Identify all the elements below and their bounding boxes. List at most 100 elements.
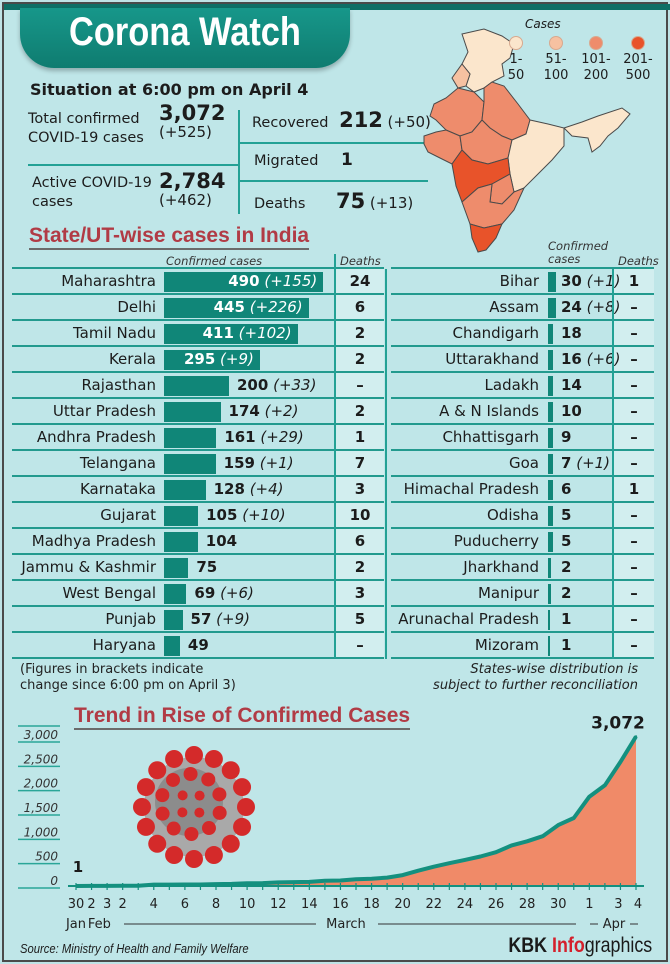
cases-change: (+2) xyxy=(264,402,299,420)
active-label-line1: Active COVID-19 xyxy=(32,175,152,191)
state-name: Jammu & Kashmir xyxy=(21,558,156,576)
cases-value: 490 (+155) xyxy=(228,272,317,290)
cases-bar xyxy=(548,610,550,630)
data-point xyxy=(525,840,529,843)
cases-value: 159 (+1) xyxy=(224,454,294,472)
table-row: Puducherry 5 – xyxy=(391,529,654,555)
cases-count: 5 xyxy=(561,506,572,524)
deaths-column-shade xyxy=(614,269,654,657)
month-label: Apr xyxy=(603,917,626,932)
state-table-left: Maharashtra 490 (+155) 24 Delhi 445 (+226) 6 T… xyxy=(12,267,384,659)
data-point xyxy=(557,823,560,827)
table-row: Uttar Pradesh 174 (+2) 2 xyxy=(12,399,384,425)
cases-count: 9 xyxy=(561,428,572,446)
virus-spike xyxy=(221,834,240,853)
map-legend-item: 51- 100 xyxy=(535,36,577,84)
cases-count: 2 xyxy=(561,584,572,602)
x-tick-label: 16 xyxy=(332,897,349,912)
virus-spike xyxy=(233,778,252,797)
total-value: 3,072 xyxy=(159,101,226,125)
month-label: Jan xyxy=(65,917,86,932)
data-point xyxy=(261,881,264,885)
left-confirmed-header: Confirmed cases xyxy=(166,254,263,268)
state-name: Maharashtra xyxy=(61,272,156,290)
table-row: Mizoram 1 – xyxy=(391,633,654,659)
cases-bar xyxy=(164,350,260,370)
virus-spikes xyxy=(133,746,255,868)
cases-value: 445 (+226) xyxy=(214,298,303,316)
data-point xyxy=(121,884,124,887)
data-point xyxy=(183,883,187,886)
state-name: Karnataka xyxy=(79,480,156,498)
data-point xyxy=(370,877,373,880)
cases-value: 174 (+2) xyxy=(229,402,299,420)
table-row: Maharashtra 490 (+155) 24 xyxy=(12,269,384,295)
cases-change: (+4) xyxy=(249,480,284,498)
virus-spike xyxy=(166,821,181,836)
data-point xyxy=(494,851,498,854)
state-name: Mizoram xyxy=(474,636,539,654)
brand-graphics: graphics xyxy=(584,934,652,957)
source-note: Source: Ministry of Health and Family We… xyxy=(20,942,249,956)
cases-bar xyxy=(164,376,229,396)
virus-spike xyxy=(221,761,240,780)
x-tick-label: 3 xyxy=(103,897,111,912)
data-point xyxy=(603,784,607,787)
state-section-title: State/UT-wise cases in India xyxy=(29,224,310,250)
cases-value: 7 (+1) xyxy=(561,454,610,472)
cases-value: 128 (+4) xyxy=(214,480,284,498)
cases-bar xyxy=(164,428,217,448)
deaths-value: 7 xyxy=(354,454,366,472)
table-row: Delhi 445 (+226) 6 xyxy=(12,295,384,321)
deaths-value: – xyxy=(630,532,638,550)
map-region-northeast xyxy=(563,107,631,153)
data-point xyxy=(199,883,202,886)
map-legend-item: 201- 500 xyxy=(617,36,659,84)
recovered-label: Recovered xyxy=(252,115,329,131)
legend-swatch xyxy=(589,36,603,50)
cases-bar xyxy=(164,454,216,474)
data-point xyxy=(417,869,420,872)
table-row: Karnataka 128 (+4) 3 xyxy=(12,477,384,503)
x-tick-label: 30 xyxy=(68,897,85,912)
data-point xyxy=(137,884,140,887)
active-cases-value: 2,784 (+462) xyxy=(159,169,226,210)
active-value: 2,784 xyxy=(159,169,226,193)
cases-count: 24 xyxy=(561,298,582,316)
data-point xyxy=(354,878,358,881)
data-point xyxy=(448,862,451,865)
cases-count: 104 xyxy=(205,532,238,550)
cases-bar xyxy=(548,350,553,370)
x-tick-label: 10 xyxy=(239,897,256,912)
table-row: A & N Islands 10 – xyxy=(391,399,654,425)
total-confirmed-value: 3,072 (+525) xyxy=(159,101,226,142)
reconciliation-note-line1: States-wise distribution is xyxy=(470,662,638,677)
deaths-value: – xyxy=(630,350,638,368)
x-tick-label: 2 xyxy=(119,897,127,912)
cases-change: (+1) xyxy=(259,454,294,472)
x-tick-label: 6 xyxy=(181,897,189,912)
divider xyxy=(334,254,336,658)
cases-value: 105 (+10) xyxy=(206,506,285,524)
state-name: Ladakh xyxy=(484,376,539,394)
brand-info: Info xyxy=(551,934,585,957)
legend-range-start: 1- xyxy=(509,52,523,67)
title-banner: Corona Watch xyxy=(20,8,350,68)
cases-value: 6 xyxy=(561,480,571,498)
virus-spike xyxy=(204,846,223,865)
cases-count: 57 xyxy=(190,610,212,628)
deaths-value: 2 xyxy=(354,350,366,368)
table-row: Tamil Nadu 411 (+102) 2 xyxy=(12,321,384,347)
cases-value: 57 (+9) xyxy=(191,610,250,628)
table-row: Manipur 2 – xyxy=(391,581,654,607)
data-point xyxy=(308,880,311,884)
y-tick-label: 0 xyxy=(50,874,58,888)
data-point xyxy=(168,883,171,886)
cases-change: (+102) xyxy=(238,324,292,342)
cases-value: 14 xyxy=(561,376,582,394)
deaths-value: – xyxy=(356,376,364,394)
right-deaths-header: Deaths xyxy=(618,254,659,268)
total-change: (+525) xyxy=(159,123,212,141)
month-label: Feb xyxy=(88,917,111,932)
